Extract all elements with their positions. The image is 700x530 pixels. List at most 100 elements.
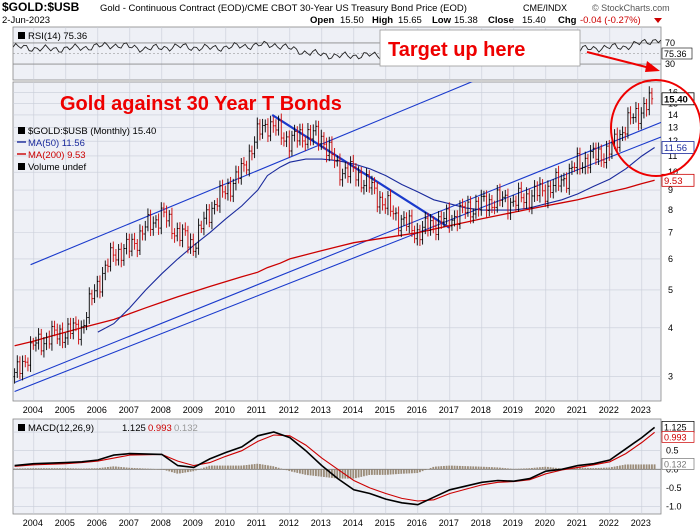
price-bar: [552, 178, 555, 199]
x-tick-label-2014: 2014: [343, 518, 363, 528]
macd-histogram-bar: [267, 465, 269, 470]
macd-histogram-bar: [32, 468, 35, 470]
macd-histogram-bar: [525, 468, 528, 470]
price-bar: [296, 126, 299, 148]
macd-histogram-bar: [640, 464, 643, 470]
price-bar: [77, 319, 80, 345]
open-label: Open: [310, 15, 334, 26]
macd-histogram-bar: [541, 466, 544, 470]
price-bar: [258, 119, 262, 141]
price-bar: [266, 118, 270, 143]
x-tick-label-2010: 2010: [215, 518, 235, 528]
price-legend-swatch: [18, 127, 25, 134]
price-bar: [474, 194, 478, 219]
macd-histogram-bar: [301, 469, 304, 475]
macd-histogram-bar: [125, 467, 128, 470]
price-bar: [317, 120, 320, 151]
price-bar: [581, 162, 584, 174]
price-bar: [536, 181, 539, 202]
macd-histogram-bar: [381, 469, 384, 475]
price-bar: [16, 355, 19, 378]
target-callout-box: [379, 29, 581, 67]
macd-histogram-bar: [291, 469, 293, 472]
macd-histogram-bar: [632, 464, 635, 470]
macd-histogram-bar: [432, 466, 435, 470]
macd-histogram-bar: [315, 469, 317, 477]
price-bar: [626, 107, 630, 139]
macd-histogram-bar: [171, 469, 173, 473]
macd-histogram-bar: [109, 466, 112, 470]
price-bar: [80, 320, 83, 346]
macd-histogram-bar: [483, 466, 485, 470]
x-tick-label-2004: 2004: [23, 518, 43, 528]
macd-histogram-bar: [123, 467, 125, 470]
macd-histogram-bar: [435, 466, 437, 470]
price-tick-label: 11: [668, 151, 677, 161]
price-bar: [530, 189, 534, 215]
down-arrow-icon: [654, 18, 662, 23]
price-bar: [154, 215, 158, 228]
price-bar: [352, 154, 355, 173]
macd-histogram-bar: [597, 467, 600, 470]
macd-histogram-bar: [491, 467, 493, 470]
macd-histogram-bar: [595, 468, 597, 470]
price-bar: [584, 151, 587, 175]
price-bar: [362, 179, 366, 195]
price-bar: [61, 322, 64, 349]
macd-histogram-bar: [475, 466, 477, 470]
macd-histogram-bar: [179, 469, 181, 474]
price-bar: [357, 166, 360, 187]
price-bar: [514, 195, 518, 212]
price-bar: [312, 124, 315, 146]
price-bar: [346, 161, 350, 183]
price-bar: [421, 221, 424, 245]
macd-histogram-bar: [304, 469, 307, 475]
macd-histogram-bar: [429, 467, 432, 470]
price-bar: [117, 244, 120, 266]
price-bar: [472, 208, 475, 224]
high-label: High: [372, 15, 393, 26]
price-y-axis: 161514131211109876543: [668, 87, 678, 381]
macd-histogram-bar: [325, 469, 328, 478]
macd-histogram-bar: [621, 465, 624, 470]
macd-histogram-bar: [472, 466, 475, 470]
macd-histogram-bar: [144, 468, 147, 470]
price-bar: [458, 200, 462, 230]
price-bar: [114, 248, 118, 266]
price-bar: [277, 115, 280, 136]
price-bar: [256, 117, 259, 149]
price-bar: [218, 180, 222, 213]
price-bar: [122, 244, 126, 266]
macd-histogram-bar: [600, 467, 603, 470]
macd-histogram-bar: [651, 464, 653, 470]
price-bar: [330, 136, 334, 161]
macd-histogram-bar: [197, 469, 200, 470]
macd-hist-tag: 0.132: [664, 459, 687, 469]
macd-histogram-bar: [624, 464, 627, 470]
price-bar: [645, 98, 648, 117]
price-bar: [101, 267, 104, 297]
x-tick-label-2012: 2012: [279, 405, 299, 415]
macd-histogram-bar: [496, 467, 499, 470]
price-bar: [520, 181, 523, 203]
ma200-value-tag-bg: [661, 173, 695, 187]
macd-histogram-bar: [581, 467, 584, 470]
x-tick-label-2017: 2017: [439, 518, 459, 528]
macd-histogram-bar: [101, 467, 104, 470]
price-bar: [418, 224, 422, 247]
macd-histogram-bar: [611, 467, 613, 470]
price-bar: [624, 126, 627, 141]
ma200-line: [14, 179, 655, 347]
rsi-value-tag-bg: [661, 47, 693, 60]
price-bar: [274, 119, 278, 136]
price-bar: [216, 197, 219, 212]
price-bar: [72, 318, 75, 340]
x-tick-label-2007: 2007: [119, 518, 139, 528]
price-bar: [525, 187, 528, 209]
macd-histogram-bar: [248, 464, 251, 470]
price-bar: [112, 241, 115, 262]
macd-line: [14, 426, 656, 506]
price-bar: [634, 101, 638, 123]
macd-histogram-bar: [603, 467, 605, 470]
macd-histogram-bar: [131, 467, 133, 470]
